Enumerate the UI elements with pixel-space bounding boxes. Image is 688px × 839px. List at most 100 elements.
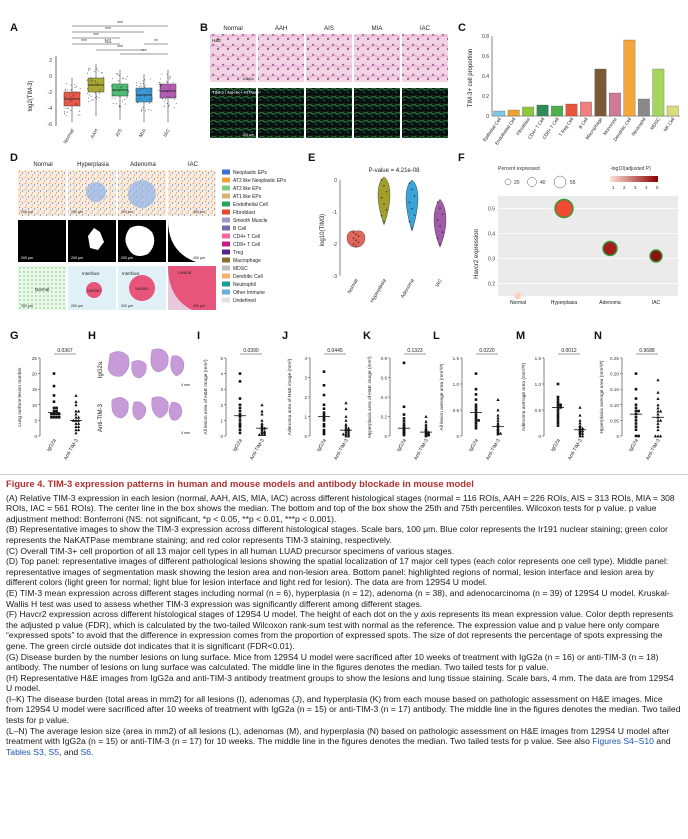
data-point xyxy=(322,417,326,420)
violin-point xyxy=(383,203,385,205)
data-point xyxy=(322,384,326,387)
jitter-point xyxy=(71,100,73,102)
jitter-point xyxy=(173,99,175,100)
violin-point xyxy=(383,221,385,223)
jitter-point xyxy=(91,100,93,101)
data-point xyxy=(556,424,560,427)
legend-size-label: 40 xyxy=(540,180,546,186)
caption-heading: Figure 4. TIM-3 expression patterns in h… xyxy=(6,478,474,489)
data-point xyxy=(322,403,326,407)
scale-bar: 200 μm xyxy=(71,304,83,308)
col-label: Hyperplasia xyxy=(77,162,109,168)
jitter-point xyxy=(99,89,101,91)
jitter-point xyxy=(93,71,95,73)
xtick: IAC xyxy=(652,300,661,306)
data-point xyxy=(656,406,660,410)
data-point xyxy=(637,409,640,413)
data-point xyxy=(578,432,582,436)
data-point xyxy=(263,431,267,435)
data-point xyxy=(634,397,638,400)
data-point xyxy=(322,430,326,434)
jitter-point xyxy=(65,115,67,116)
panel-f-dotplot: Percent expressed 20 40 55 -log10(adjust… xyxy=(474,166,678,306)
jitter-point xyxy=(127,90,129,91)
data-point xyxy=(578,405,582,409)
ytick: 0.5 xyxy=(453,408,460,413)
bar xyxy=(666,105,679,117)
data-point xyxy=(260,421,264,425)
legend-label: AT1 like EPs xyxy=(233,194,262,200)
data-point xyxy=(238,380,242,383)
ytick: 0.4 xyxy=(482,74,489,80)
jitter-point xyxy=(136,84,138,86)
jitter-point xyxy=(118,75,120,77)
jitter-point xyxy=(158,84,160,85)
jitter-point xyxy=(91,84,93,86)
data-point xyxy=(578,425,582,429)
data-point xyxy=(656,412,660,416)
data-point xyxy=(260,412,264,416)
jitter-point xyxy=(70,110,72,111)
legend-title: -log10(adjusted P) xyxy=(610,166,651,172)
scale-bar: 400 μm xyxy=(193,256,205,260)
link-figures[interactable]: Figures S4–S10 xyxy=(592,736,654,747)
data-point xyxy=(263,429,267,433)
data-point xyxy=(496,398,500,401)
data-point xyxy=(322,407,326,410)
ytick: 0 xyxy=(49,74,52,80)
panel-k-scatter: Hyperplasia area of H&E image (mm²) 0.8 0.… xyxy=(367,348,432,461)
jitter-point xyxy=(67,107,69,109)
scale-bar: 4 mm xyxy=(181,383,190,387)
colorbar-tick: 4 xyxy=(645,185,648,190)
jitter-point xyxy=(97,70,99,72)
data-point xyxy=(238,409,242,413)
jitter-point xyxy=(86,79,88,81)
data-point xyxy=(474,372,478,375)
data-point xyxy=(74,431,78,435)
link-table-s6[interactable]: S6. xyxy=(80,746,94,757)
jitter-point xyxy=(174,96,176,98)
data-point xyxy=(77,421,81,425)
violin-point xyxy=(352,237,355,239)
data-point xyxy=(77,428,81,432)
jitter-point xyxy=(144,87,146,88)
xtick: B Cell xyxy=(578,117,589,130)
jitter-point xyxy=(79,87,81,89)
jitter-point xyxy=(139,89,141,91)
ytick: 0.5 xyxy=(488,207,495,213)
ytick: 0.8 xyxy=(482,34,489,40)
link-tables[interactable]: Tables S3, S5 xyxy=(6,746,60,757)
jitter-point xyxy=(136,82,138,84)
data-point xyxy=(634,406,638,410)
scale-bar: 400 μm xyxy=(193,304,205,308)
jitter-point xyxy=(94,92,96,94)
data-point xyxy=(260,429,264,433)
legend-label: Other Immune xyxy=(233,290,265,296)
legend-swatch xyxy=(222,209,230,215)
data-point xyxy=(52,406,56,410)
ylabel: Adenoma area of H&E image (mm²) xyxy=(287,358,293,435)
panel-label-n: N xyxy=(594,330,602,342)
ytick: -2 xyxy=(333,242,338,248)
legend-label: Fibroblast xyxy=(233,210,256,216)
legend-label: Neutrophil xyxy=(233,282,256,288)
violin-point xyxy=(408,182,411,184)
jitter-point xyxy=(136,90,138,92)
data-point xyxy=(556,413,560,417)
jitter-point xyxy=(144,95,145,97)
p-value: 0.0445 xyxy=(327,348,343,354)
xtick: IgG2a xyxy=(232,438,244,453)
data-point xyxy=(74,393,78,397)
scale-bar: 100 μm xyxy=(242,77,254,81)
jitter-point xyxy=(74,103,76,105)
data-point xyxy=(52,409,56,413)
data-point xyxy=(656,378,660,382)
legend-swatch xyxy=(222,249,230,255)
jitter-point xyxy=(168,104,170,106)
data-point xyxy=(322,428,326,432)
data-point xyxy=(347,426,351,430)
xtick: IgG2a xyxy=(396,438,408,453)
data-point xyxy=(659,434,663,438)
xtick: Normal xyxy=(510,300,526,306)
data-point xyxy=(634,415,638,419)
